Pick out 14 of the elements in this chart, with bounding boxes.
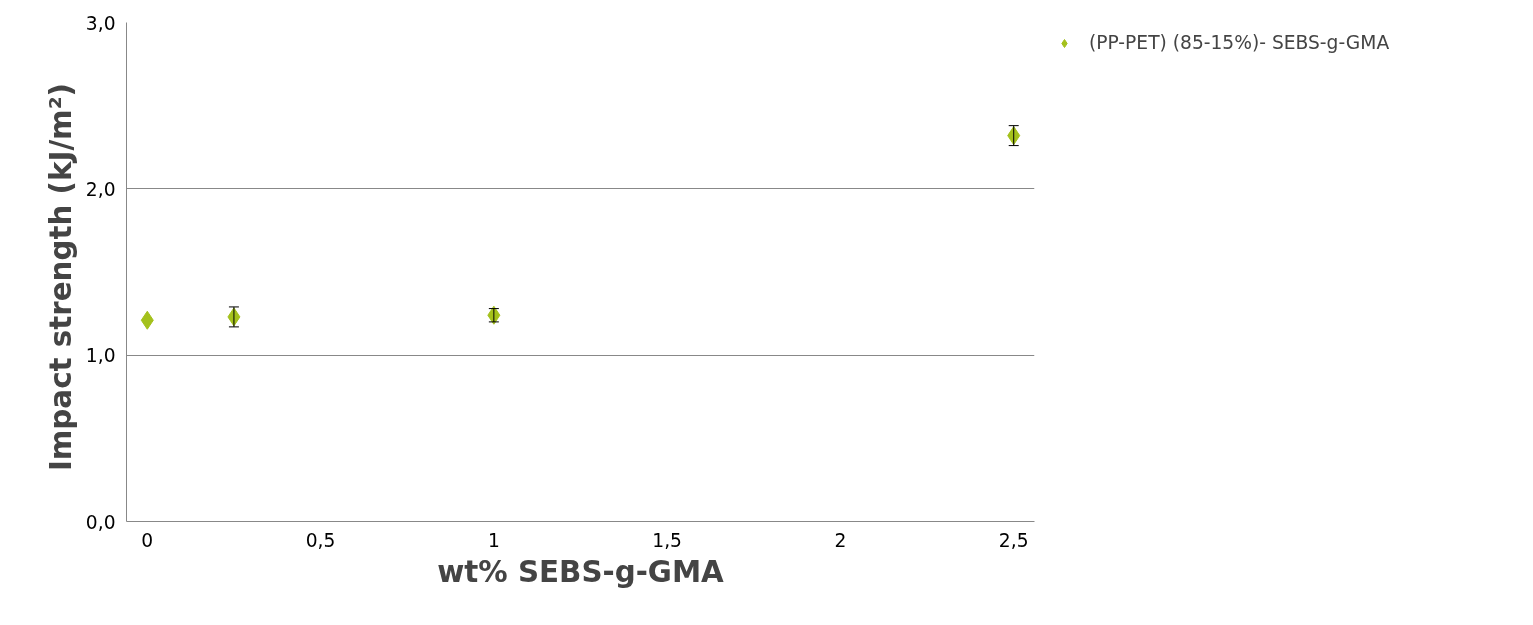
x-tick-label: 2,5: [998, 529, 1029, 551]
y-axis-title: Impact strength (kJ/m²): [43, 83, 78, 472]
legend-label: (PP-PET) (85-15%)- SEBS-g-GMA: [1089, 32, 1390, 53]
x-tick-label: 1: [487, 529, 500, 551]
x-tick-label: 0: [141, 529, 154, 551]
y-tick-label: 3,0: [85, 12, 116, 34]
x-tick-label: 2: [834, 529, 847, 551]
y-tick-label: 2,0: [85, 178, 116, 200]
x-tick-label: 0,5: [305, 529, 336, 551]
y-tick-label: 0,0: [85, 511, 116, 533]
x-tick-label: 1,5: [652, 529, 682, 551]
x-axis-title: wt% SEBS-g-GMA: [437, 554, 725, 589]
y-tick-label: 1,0: [85, 345, 116, 367]
point: [140, 310, 154, 330]
